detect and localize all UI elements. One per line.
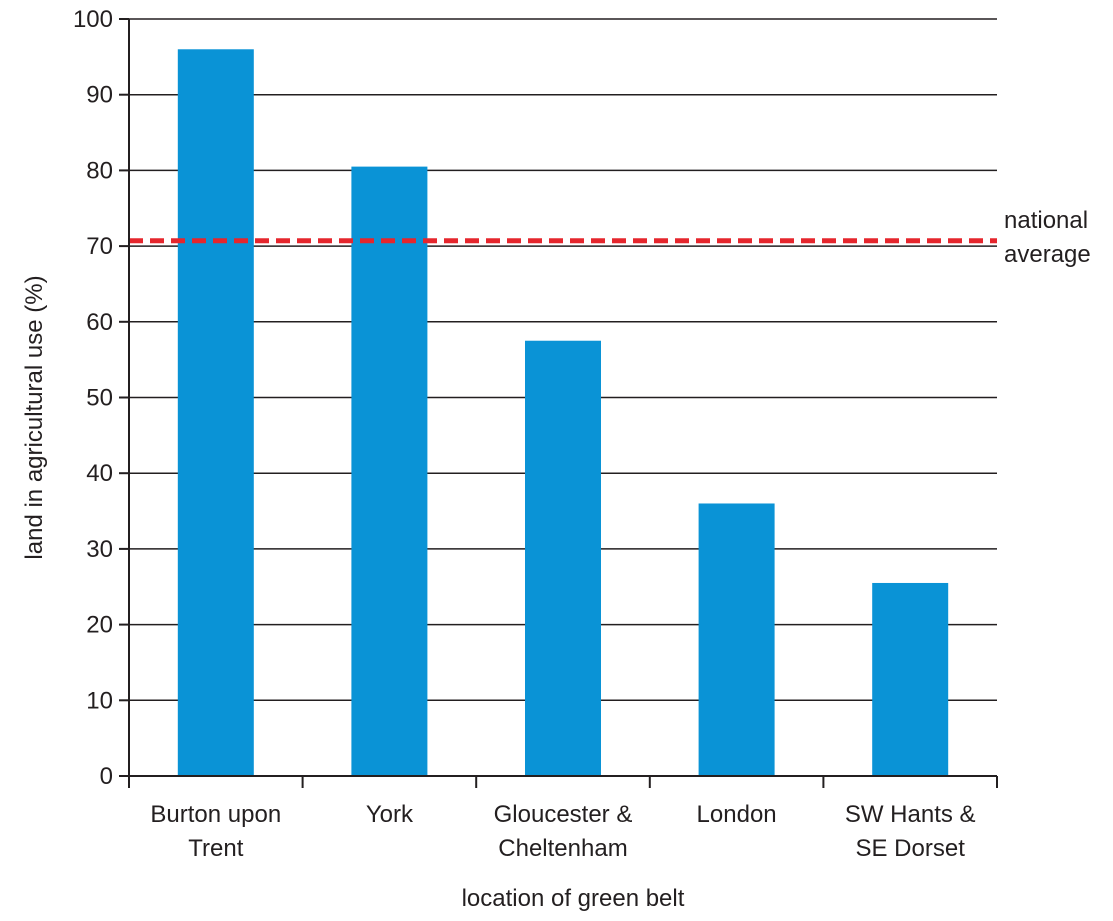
- national-average-line-group: national average: [129, 207, 1091, 268]
- category-label-line: SE Dorset: [856, 835, 966, 862]
- bar-1: [351, 166, 428, 777]
- y-tick-label-90: 90: [86, 82, 113, 109]
- y-tick-label-60: 60: [86, 309, 113, 336]
- category-label-line: Gloucester &: [494, 801, 633, 828]
- bar-2: [525, 340, 601, 776]
- category-label-line: Trent: [188, 835, 243, 862]
- x-axis-title: location of green belt: [462, 885, 685, 912]
- bar-3: [698, 503, 775, 776]
- x-category-labels: Burton upon Trent York Gloucester & Cheltenh…: [150, 801, 975, 862]
- national-average-label-line: national: [1004, 207, 1088, 234]
- category-label-2: Gloucester & Cheltenham: [494, 801, 633, 862]
- category-label-line: SW Hants &: [845, 801, 976, 828]
- y-tick-label-40: 40: [86, 460, 113, 487]
- bar-0: [177, 49, 254, 776]
- category-label-3: London: [697, 801, 777, 828]
- axes: [119, 18, 998, 788]
- y-axis-title: land in agricultural use (%): [21, 275, 48, 559]
- category-label-line: London: [697, 801, 777, 828]
- y-tick-label-70: 70: [86, 233, 113, 260]
- bars: [177, 49, 949, 777]
- y-tick-labels: 0 10 20 30 40 50 60 70 80 90 100: [73, 6, 113, 790]
- y-tick-label-20: 20: [86, 612, 113, 639]
- bar-4: [872, 582, 949, 776]
- y-tick-label-50: 50: [86, 385, 113, 412]
- national-average-label-line: average: [1004, 241, 1091, 268]
- category-label-4: SW Hants & SE Dorset: [845, 801, 976, 862]
- y-tick-label-100: 100: [73, 6, 113, 33]
- y-tick-label-10: 10: [86, 687, 113, 714]
- category-label-line: Cheltenham: [498, 835, 627, 862]
- category-label-line: York: [366, 801, 414, 828]
- national-average-label: national average: [1004, 207, 1091, 268]
- category-label-1: York: [366, 801, 414, 828]
- y-tick-label-0: 0: [100, 763, 113, 790]
- category-label-0: Burton upon Trent: [150, 801, 281, 862]
- y-tick-label-80: 80: [86, 157, 113, 184]
- y-tick-label-30: 30: [86, 536, 113, 563]
- category-label-line: Burton upon: [150, 801, 281, 828]
